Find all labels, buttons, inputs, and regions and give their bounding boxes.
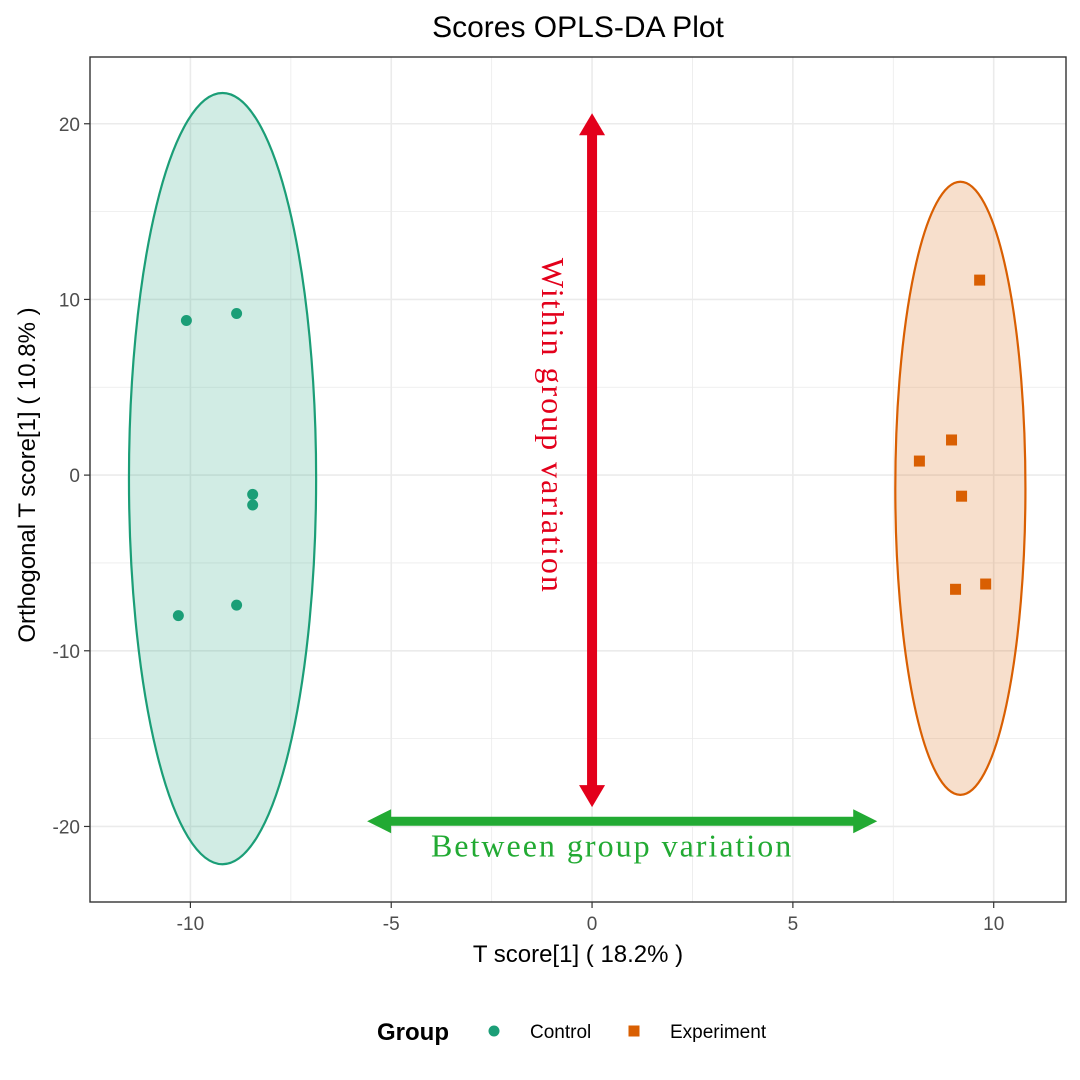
experiment-point <box>946 434 958 446</box>
within-arrow-head-up <box>579 113 606 136</box>
chart-title: Scores OPLS-DA Plot <box>432 11 724 44</box>
between-arrow-head-right <box>853 809 878 834</box>
confidence-ellipses <box>127 91 1027 866</box>
experiment-confidence-ellipse <box>894 180 1027 796</box>
legend-control-label: Control <box>530 1022 591 1043</box>
variation-labels: Within group variation Between group vari… <box>431 258 793 863</box>
experiment-point <box>980 578 992 590</box>
between-arrow-head-left <box>367 809 392 834</box>
legend-control-marker <box>488 1025 500 1037</box>
legend-title: Group <box>377 1019 449 1046</box>
legend-experiment-marker <box>628 1025 640 1037</box>
x-axis-ticks: -10 -5 0 5 10 <box>177 902 1004 935</box>
y-tick-label: 20 <box>59 115 80 136</box>
plot-panel: Within group variation Between group vari… <box>89 56 1067 903</box>
control-point <box>180 315 192 327</box>
x-tick-label: -5 <box>383 914 400 935</box>
experiment-point <box>950 583 962 595</box>
within-group-label: Within group variation <box>535 258 571 594</box>
experiment-point <box>974 274 986 286</box>
control-point <box>231 599 243 611</box>
experiment-point <box>913 455 925 467</box>
x-tick-label: 0 <box>587 914 598 935</box>
control-point <box>247 499 259 511</box>
y-axis-title: Orthogonal T score[1] ( 10.8% ) <box>14 307 41 642</box>
y-tick-label: -20 <box>53 817 80 838</box>
x-tick-label: 10 <box>983 914 1004 935</box>
control-point <box>172 610 184 622</box>
legend: Group Control Experiment <box>377 1019 767 1046</box>
y-tick-label: 0 <box>69 466 80 487</box>
x-tick-label: 5 <box>788 914 799 935</box>
legend-experiment-label: Experiment <box>670 1022 767 1043</box>
between-group-label: Between group variation <box>431 827 793 863</box>
x-tick-label: -10 <box>177 914 204 935</box>
x-axis-title: T score[1] ( 18.2% ) <box>473 941 683 968</box>
experiment-point <box>956 490 968 502</box>
y-tick-label: 10 <box>59 290 80 311</box>
variation-arrows <box>367 113 878 834</box>
y-tick-label: -10 <box>53 642 80 663</box>
control-point <box>247 488 259 500</box>
control-point <box>231 307 243 319</box>
score-points <box>172 274 992 622</box>
control-confidence-ellipse <box>127 91 318 866</box>
panel-border <box>89 56 1067 903</box>
within-arrow-head-down <box>579 785 606 808</box>
y-axis-ticks: -20 -10 0 10 20 <box>53 115 90 838</box>
